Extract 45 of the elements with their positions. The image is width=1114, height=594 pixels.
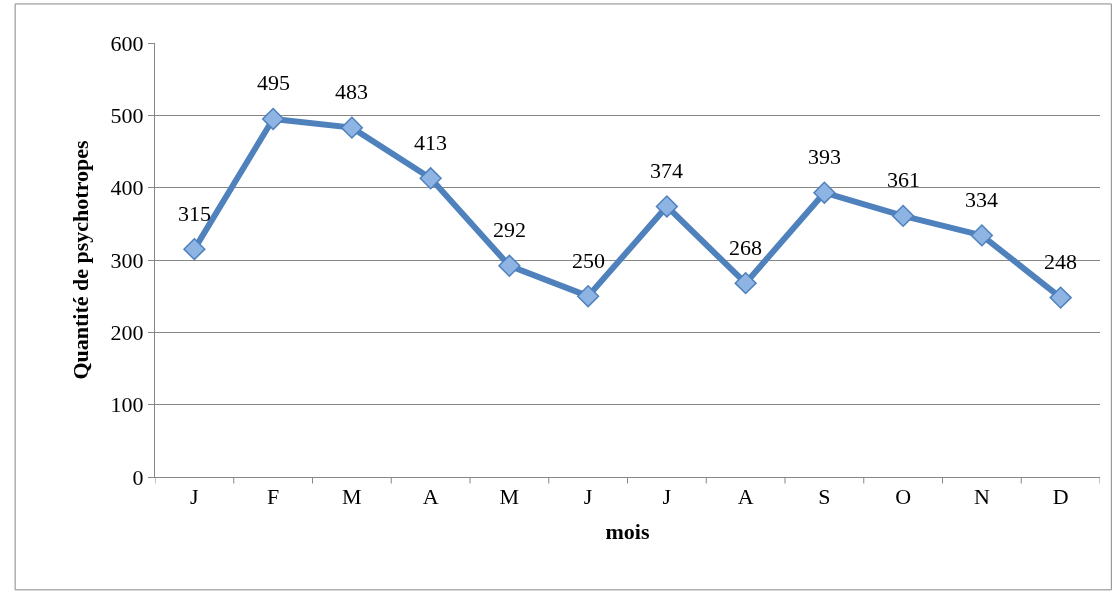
x-tick-label: A bbox=[737, 484, 754, 510]
point bbox=[183, 238, 206, 261]
data-label: 374 bbox=[650, 158, 683, 183]
point bbox=[261, 107, 285, 131]
y-tick-label: 200 bbox=[110, 320, 144, 346]
x-tick-label: J bbox=[190, 484, 200, 510]
x-tick-label: M bbox=[499, 484, 520, 510]
y-tick-label: 600 bbox=[110, 30, 144, 56]
point bbox=[419, 167, 442, 190]
x-tick-label: S bbox=[818, 484, 831, 510]
y-axis-title: Quantité de psychotropes bbox=[68, 139, 94, 380]
x-tick-label: O bbox=[895, 484, 912, 510]
x-tick-label: F bbox=[267, 484, 280, 510]
x-tick-label: J bbox=[583, 484, 593, 510]
data-label: 292 bbox=[493, 217, 526, 242]
point bbox=[734, 272, 757, 295]
data-label: 361 bbox=[887, 167, 920, 192]
x-tick-label: J bbox=[662, 484, 672, 510]
point bbox=[813, 181, 836, 204]
y-tick-label: 100 bbox=[110, 392, 144, 418]
point bbox=[498, 254, 521, 277]
y-tick-label: 0 bbox=[132, 464, 144, 490]
x-tick-label: D bbox=[1052, 484, 1069, 510]
data-label: 268 bbox=[729, 235, 762, 260]
y-tick-label: 400 bbox=[110, 175, 144, 201]
point bbox=[655, 195, 679, 218]
y-tick-label: 300 bbox=[110, 247, 144, 273]
point bbox=[340, 116, 364, 139]
data-label: 413 bbox=[414, 130, 447, 155]
x-axis-title: mois bbox=[605, 519, 650, 545]
data-label: 483 bbox=[335, 79, 368, 104]
point bbox=[970, 224, 994, 247]
data-label: 250 bbox=[572, 248, 605, 273]
data-label: 334 bbox=[965, 187, 998, 212]
point bbox=[576, 285, 600, 308]
x-tick-label: M bbox=[342, 484, 362, 510]
x-tick-label: A bbox=[422, 484, 439, 510]
data-label: 248 bbox=[1044, 249, 1077, 274]
x-tick-label: N bbox=[973, 484, 990, 510]
data-label: 315 bbox=[178, 201, 211, 226]
y-tick-label: 500 bbox=[110, 103, 144, 129]
data-label: 495 bbox=[257, 70, 290, 95]
point bbox=[1049, 286, 1072, 309]
point bbox=[891, 204, 915, 228]
data-label: 393 bbox=[808, 144, 841, 169]
